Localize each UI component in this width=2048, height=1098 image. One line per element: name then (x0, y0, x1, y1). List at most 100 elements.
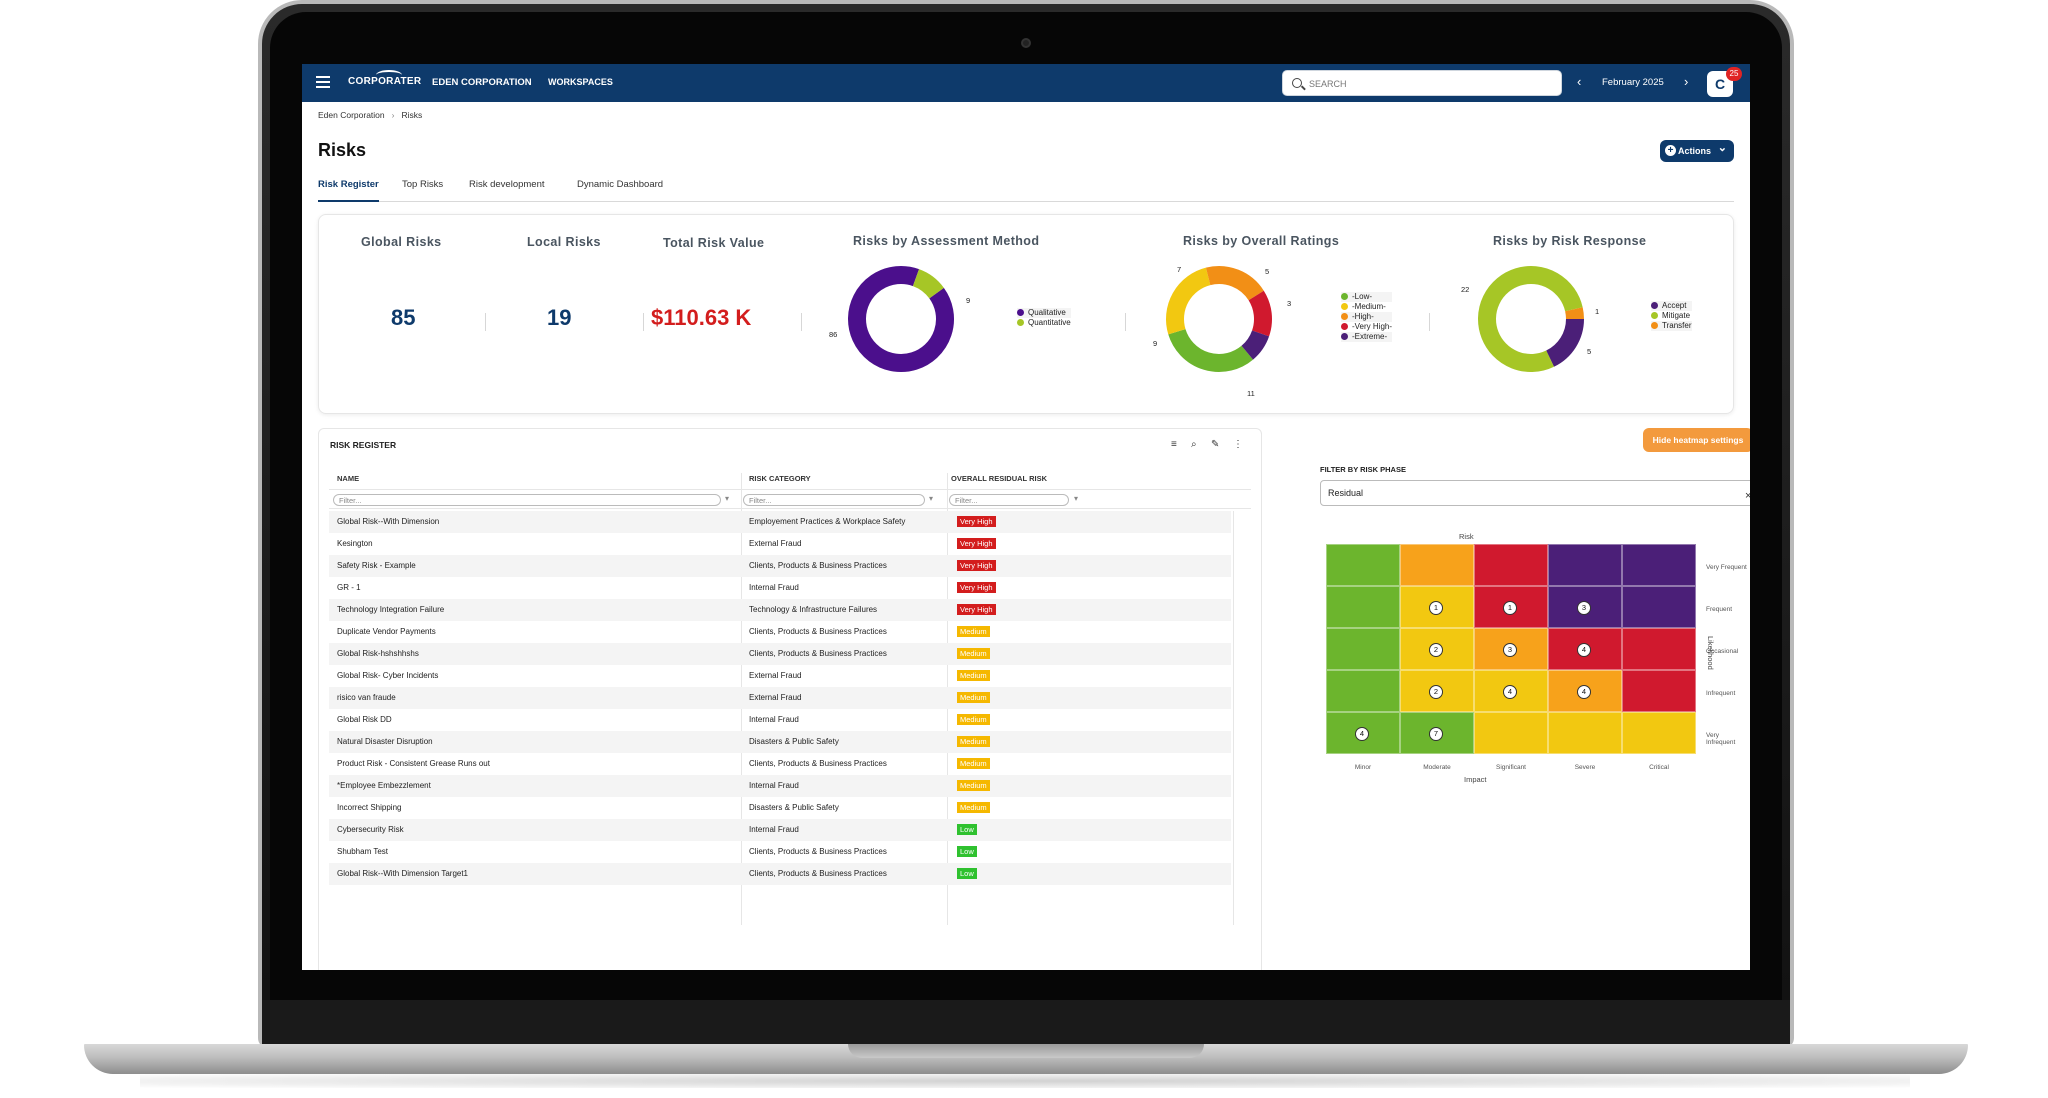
filter-dropdown-icon[interactable]: ▾ (929, 494, 934, 503)
donut-slice[interactable] (848, 266, 954, 372)
search-box[interactable] (1282, 70, 1562, 96)
nav-eden-corporation[interactable]: EDEN CORPORATION (432, 77, 532, 88)
filter-dropdown-icon[interactable]: ▾ (1074, 494, 1079, 503)
heatmap-cell[interactable] (1474, 712, 1548, 754)
vertical-scrollbar[interactable] (1233, 511, 1251, 925)
nav-workspaces[interactable]: WORKSPACES (548, 77, 613, 87)
table-row[interactable]: Global Risk--With Dimension Employement P… (329, 511, 1231, 533)
clear-icon[interactable]: × (1745, 490, 1750, 502)
table-row[interactable]: Shubham Test Clients, Products & Business… (329, 841, 1231, 863)
risk-name[interactable]: Cybersecurity Risk (337, 825, 404, 834)
previous-month-icon[interactable]: ‹ (1577, 74, 1582, 89)
table-row[interactable]: Natural Disaster Disruption Disasters & P… (329, 731, 1231, 753)
table-row[interactable]: Kesington External Fraud Very High (329, 533, 1231, 555)
heatmap-count[interactable]: 3 (1577, 601, 1591, 615)
heatmap-cell[interactable] (1622, 586, 1696, 628)
table-row[interactable]: Global Risk DD Internal Fraud Medium (329, 709, 1231, 731)
heatmap-cell[interactable] (1326, 628, 1400, 670)
menu-icon[interactable] (316, 76, 330, 88)
donut-slice[interactable] (1166, 267, 1211, 335)
search-input[interactable] (1309, 76, 1549, 92)
risk-name[interactable]: Global Risk--With Dimension Target1 (337, 869, 469, 878)
heatmap-cell[interactable]: 1 (1474, 586, 1548, 628)
column-header-overall-residual-risk[interactable]: OVERALL RESIDUAL RISK (951, 474, 1047, 483)
heatmap-count[interactable]: 7 (1429, 727, 1443, 741)
table-row[interactable]: Cybersecurity Risk Internal Fraud Low (329, 819, 1231, 841)
risk-name[interactable]: Global Risk DD (337, 715, 392, 724)
heatmap-cell[interactable]: 4 (1548, 670, 1622, 712)
risk-phase-select[interactable]: Residual ×⌄ (1320, 480, 1750, 506)
heatmap-cell[interactable] (1400, 544, 1474, 586)
heatmap-cell[interactable] (1474, 544, 1548, 586)
heatmap-count[interactable]: 1 (1503, 601, 1517, 615)
heatmap-cell[interactable] (1622, 712, 1696, 754)
legend-item[interactable]: Mitigate (1651, 311, 1692, 321)
heatmap-count[interactable]: 2 (1429, 643, 1443, 657)
heatmap-cell[interactable] (1622, 544, 1696, 586)
donut-slice[interactable] (1545, 318, 1584, 367)
heatmap-cell[interactable] (1326, 586, 1400, 628)
heatmap-cell[interactable] (1326, 544, 1400, 586)
risk-name[interactable]: Global Risk-hshshhshs (337, 649, 419, 658)
column-header-risk-category[interactable]: RISK CATEGORY (749, 474, 811, 483)
donut-slice[interactable] (1565, 307, 1584, 320)
next-month-icon[interactable]: › (1684, 74, 1689, 89)
heatmap-cell[interactable]: 3 (1474, 628, 1548, 670)
heatmap-cell[interactable]: 2 (1400, 628, 1474, 670)
donut-slice[interactable] (912, 269, 944, 299)
heatmap-cell[interactable] (1548, 712, 1622, 754)
edit-icon[interactable]: ✎ (1211, 439, 1220, 450)
donut-slice[interactable] (1241, 330, 1270, 360)
donut-slice[interactable] (1205, 266, 1264, 301)
heatmap-count[interactable]: 4 (1577, 685, 1591, 699)
category-filter-input[interactable] (743, 494, 925, 506)
donut-slice[interactable] (1248, 290, 1272, 337)
heatmap-count[interactable]: 4 (1355, 727, 1369, 741)
table-row[interactable]: Global Risk-hshshhshs Clients, Products &… (329, 643, 1231, 665)
donut-slice[interactable] (1478, 266, 1583, 372)
table-row[interactable]: Global Risk- Cyber Incidents External Fra… (329, 665, 1231, 687)
filter-icon[interactable]: ≡ (1171, 439, 1177, 450)
table-row[interactable]: Incorrect Shipping Disasters & Public Saf… (329, 797, 1231, 819)
breadcrumb-eden-corporation[interactable]: Eden Corporation (318, 110, 385, 120)
risk-name[interactable]: Shubham Test (337, 847, 388, 856)
legend-item[interactable]: Transfer (1651, 321, 1692, 331)
table-row[interactable]: Product Risk - Consistent Grease Runs ou… (329, 753, 1231, 775)
residual-risk-filter-input[interactable] (949, 494, 1069, 506)
search-icon[interactable]: ⌕ (1191, 439, 1197, 450)
legend-item[interactable]: -High- (1341, 312, 1393, 322)
risk-name[interactable]: *Employee Embezzlement (337, 781, 431, 790)
period-label[interactable]: February 2025 (1602, 77, 1664, 88)
heatmap-count[interactable]: 2 (1429, 685, 1443, 699)
heatmap-count[interactable]: 4 (1503, 685, 1517, 699)
heatmap-cell[interactable]: 3 (1548, 586, 1622, 628)
table-row[interactable]: risico van fraude External Fraud Medium (329, 687, 1231, 709)
donut-slice[interactable] (1168, 328, 1254, 372)
heatmap-count[interactable]: 3 (1503, 643, 1517, 657)
legend-item[interactable]: -Medium- (1341, 302, 1392, 312)
table-row[interactable]: Technology Integration Failure Technology… (329, 599, 1231, 621)
heatmap-cell[interactable]: 1 (1400, 586, 1474, 628)
tab-risk-development[interactable]: Risk development (469, 179, 545, 190)
table-row[interactable]: GR - 1 Internal Fraud Very High (329, 577, 1231, 599)
heatmap-cell[interactable]: 4 (1326, 712, 1400, 754)
heatmap-cell[interactable] (1622, 628, 1696, 670)
risk-name[interactable]: Natural Disaster Disruption (337, 737, 433, 746)
risk-name[interactable]: Safety Risk - Example (337, 561, 416, 570)
risk-name[interactable]: Incorrect Shipping (337, 803, 402, 812)
legend-item[interactable]: Qualitative (1017, 308, 1071, 318)
legend-item[interactable]: -Low- (1341, 292, 1393, 302)
name-filter-input[interactable] (333, 494, 721, 506)
heatmap-cell[interactable]: 7 (1400, 712, 1474, 754)
heatmap-cell[interactable] (1326, 670, 1400, 712)
column-header-name[interactable]: NAME (337, 474, 360, 483)
risk-name[interactable]: Kesington (337, 539, 373, 548)
tab-dynamic-dashboard[interactable]: Dynamic Dashboard (577, 179, 664, 190)
legend-item[interactable]: Quantitative (1017, 318, 1071, 328)
hide-heatmap-settings-button[interactable]: Hide heatmap settings (1643, 428, 1750, 452)
table-row[interactable]: Duplicate Vendor Payments Clients, Produc… (329, 621, 1231, 643)
risk-name[interactable]: GR - 1 (337, 583, 361, 592)
heatmap-cell[interactable]: 4 (1474, 670, 1548, 712)
legend-item[interactable]: -Very High- (1341, 322, 1392, 332)
actions-button[interactable]: Actions (1660, 137, 1734, 162)
